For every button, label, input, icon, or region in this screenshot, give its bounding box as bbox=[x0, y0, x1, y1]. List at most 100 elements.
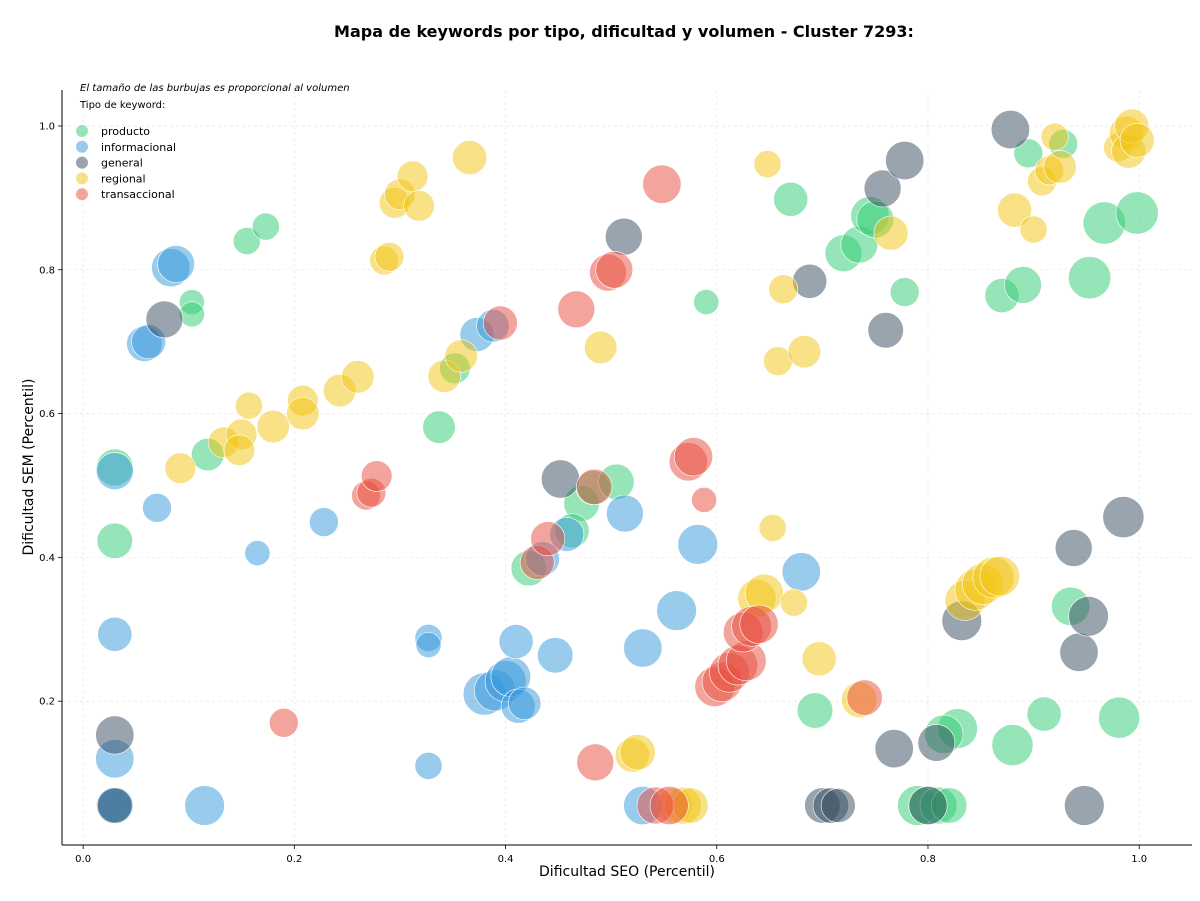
ticks: 0.0 0.2 0.4 0.6 0.8 1.0 0.2 0.4 0.6 0.8 1.0 bbox=[39, 121, 1147, 865]
legend-item-general: general bbox=[76, 156, 143, 170]
bubble-general bbox=[874, 729, 914, 769]
bubble-transaccional bbox=[361, 460, 393, 492]
bubble-informacional bbox=[97, 616, 133, 652]
bubble-regional bbox=[452, 140, 488, 176]
bubble-regional bbox=[787, 335, 822, 369]
bubble-regional bbox=[286, 397, 320, 431]
bubble-transaccional bbox=[576, 743, 615, 782]
bubble-general bbox=[540, 459, 580, 499]
legend-label-general: general bbox=[101, 157, 143, 170]
bubble-transaccional bbox=[691, 486, 718, 513]
bubble-transaccional bbox=[576, 468, 613, 506]
x-tick-label: 0.4 bbox=[498, 854, 514, 865]
bubble-regional bbox=[753, 150, 782, 179]
bubble-producto bbox=[178, 301, 205, 328]
bubble-general bbox=[885, 141, 925, 181]
bubble-regional bbox=[1119, 122, 1155, 158]
legend: Tipo de keyword: producto informacional ge… bbox=[76, 100, 176, 201]
bubble-transaccional bbox=[268, 707, 299, 738]
bubble-general bbox=[95, 715, 135, 755]
bubble-general bbox=[990, 110, 1030, 150]
bubble-regional bbox=[873, 215, 909, 251]
bubble-regional bbox=[256, 409, 290, 444]
bubble-informacional bbox=[507, 686, 542, 720]
bubble-producto bbox=[693, 289, 720, 316]
legend-swatch-transaccional bbox=[76, 188, 88, 201]
series-general bbox=[95, 110, 1145, 826]
bubble-informacional bbox=[537, 637, 574, 674]
y-tick-label: 0.2 bbox=[39, 697, 55, 708]
bubble-general bbox=[1059, 632, 1099, 672]
bubble-transaccional bbox=[673, 437, 713, 477]
bubble-producto bbox=[96, 522, 133, 559]
bubble-regional bbox=[801, 641, 837, 677]
bubble-producto bbox=[1026, 696, 1062, 732]
bubble-regional bbox=[768, 274, 799, 305]
bubble-producto bbox=[991, 724, 1034, 767]
bubble-informacional bbox=[606, 494, 644, 533]
bubble-producto bbox=[773, 181, 809, 217]
y-tick-label: 0.8 bbox=[39, 265, 55, 276]
legend-swatch-producto bbox=[76, 125, 88, 137]
x-tick-label: 0.0 bbox=[75, 854, 91, 865]
bubble-regional bbox=[997, 192, 1033, 228]
bubble-informacional bbox=[781, 552, 821, 592]
bubble-regional bbox=[396, 160, 429, 193]
bubble-general bbox=[604, 217, 643, 256]
bubble-producto bbox=[1013, 138, 1044, 169]
legend-item-regional: regional bbox=[76, 172, 146, 185]
bubble-regional bbox=[1019, 215, 1048, 244]
bubble-general bbox=[1068, 596, 1109, 637]
series-informacional bbox=[95, 245, 821, 826]
legend-label-producto: producto bbox=[101, 125, 150, 138]
bubble-informacional bbox=[414, 752, 443, 780]
bubble-producto bbox=[1068, 256, 1112, 300]
bubble-general bbox=[917, 724, 956, 762]
bubble-regional bbox=[444, 339, 478, 373]
bubble-regional bbox=[758, 514, 787, 542]
bubble-informacional bbox=[677, 524, 718, 565]
bubble-regional bbox=[780, 588, 808, 617]
bubble-general bbox=[908, 785, 948, 825]
bubble-informacional bbox=[498, 624, 534, 659]
bubble-transaccional bbox=[482, 305, 518, 341]
bubble-regional bbox=[619, 734, 656, 771]
legend-label-informacional: informacional bbox=[101, 141, 176, 154]
bubble-general bbox=[820, 788, 856, 823]
bubble-general bbox=[1064, 785, 1105, 826]
x-tick-label: 0.8 bbox=[920, 854, 936, 865]
bubble-general bbox=[863, 169, 902, 208]
y-tick-label: 0.4 bbox=[39, 553, 55, 564]
bubble-producto bbox=[251, 212, 280, 241]
bubble-regional bbox=[1040, 122, 1069, 151]
legend-swatch-informacional bbox=[76, 140, 88, 153]
bubble-regional bbox=[583, 330, 618, 365]
bubble-transaccional bbox=[642, 164, 682, 204]
y-tick-label: 1.0 bbox=[39, 121, 55, 132]
bubble-transaccional bbox=[846, 679, 883, 716]
bubble-producto bbox=[232, 227, 261, 255]
bubble-informacional bbox=[157, 245, 195, 283]
bubble-general bbox=[145, 300, 184, 339]
bubble-regional bbox=[403, 190, 435, 222]
bubble-regional bbox=[341, 360, 375, 394]
plot-area bbox=[95, 108, 1159, 826]
x-tick-label: 0.6 bbox=[709, 854, 725, 865]
bubble-informacional bbox=[142, 492, 172, 523]
x-tick-label: 1.0 bbox=[1131, 854, 1147, 865]
bubble-size-note: El tamaño de las burbujas es proporciona… bbox=[80, 83, 350, 94]
bubble-producto bbox=[1098, 696, 1141, 739]
chart-title: Mapa de keywords por tipo, dificultad y … bbox=[334, 22, 914, 41]
bubble-producto bbox=[1004, 266, 1042, 304]
bubble-regional bbox=[164, 452, 197, 484]
bubble-producto bbox=[889, 277, 920, 307]
bubble-transaccional bbox=[649, 785, 689, 825]
bubble-transaccional bbox=[739, 604, 779, 644]
x-tick-label: 0.2 bbox=[286, 854, 302, 865]
bubble-informacional bbox=[96, 452, 134, 490]
legend-item-informacional: informacional bbox=[76, 140, 176, 154]
bubble-general bbox=[1054, 529, 1093, 567]
series-transaccional bbox=[268, 164, 883, 825]
bubble-regional bbox=[223, 434, 256, 466]
